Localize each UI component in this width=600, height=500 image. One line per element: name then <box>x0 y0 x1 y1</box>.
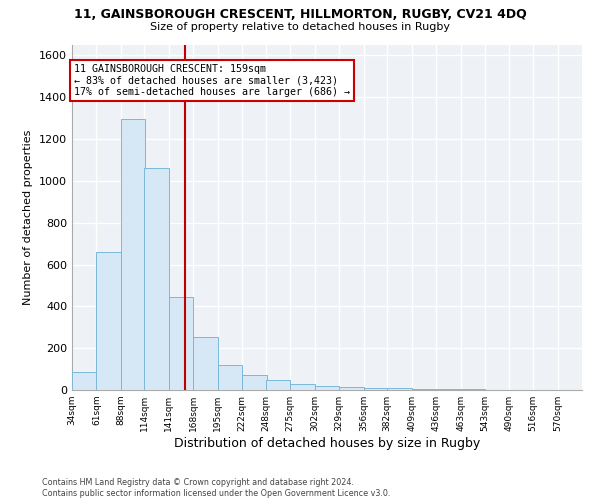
Bar <box>266 380 290 390</box>
Text: Size of property relative to detached houses in Rugby: Size of property relative to detached ho… <box>150 22 450 32</box>
Bar <box>242 376 267 390</box>
Bar <box>193 336 218 390</box>
Bar <box>145 168 169 390</box>
Bar <box>412 389 436 390</box>
Bar <box>72 372 97 390</box>
Bar <box>315 386 339 390</box>
Bar <box>387 388 412 390</box>
Bar <box>121 119 145 390</box>
Bar <box>169 297 193 390</box>
Bar <box>364 388 388 390</box>
Text: 11 GAINSBOROUGH CRESCENT: 159sqm
← 83% of detached houses are smaller (3,423)
17: 11 GAINSBOROUGH CRESCENT: 159sqm ← 83% o… <box>74 64 350 97</box>
Bar <box>436 389 461 390</box>
Bar <box>339 387 364 390</box>
Text: 11, GAINSBOROUGH CRESCENT, HILLMORTON, RUGBY, CV21 4DQ: 11, GAINSBOROUGH CRESCENT, HILLMORTON, R… <box>74 8 526 20</box>
Bar <box>290 384 315 390</box>
X-axis label: Distribution of detached houses by size in Rugby: Distribution of detached houses by size … <box>174 437 480 450</box>
Bar <box>97 252 121 390</box>
Text: Contains HM Land Registry data © Crown copyright and database right 2024.
Contai: Contains HM Land Registry data © Crown c… <box>42 478 391 498</box>
Bar <box>218 365 242 390</box>
Y-axis label: Number of detached properties: Number of detached properties <box>23 130 34 305</box>
